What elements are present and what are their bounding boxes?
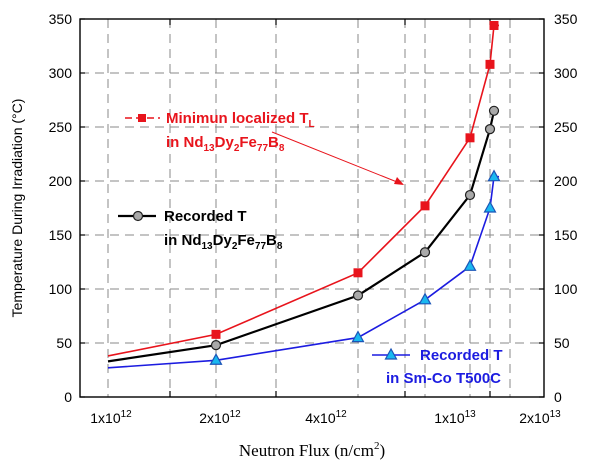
series-black-marker bbox=[488, 105, 500, 116]
legend-marker-red bbox=[138, 114, 146, 122]
y2-tick-label: 100 bbox=[554, 281, 578, 297]
x-tick-label: 2x1013 bbox=[519, 409, 561, 426]
series-red-marker bbox=[353, 268, 363, 278]
plot-frame bbox=[79, 18, 545, 398]
y2-tick-label: 250 bbox=[554, 119, 578, 135]
x-axis-label: Neutron Flux (n/cm2) bbox=[239, 440, 385, 460]
axes: 0 0 50 50 100 100 150 150 200 200 250 250 300 300 350 3… bbox=[49, 11, 578, 426]
annotation-red-line1: Minimun localized TL​ bbox=[166, 110, 315, 130]
series-black-marker bbox=[210, 340, 222, 351]
series-red-marker bbox=[489, 20, 499, 30]
y-tick-label: 50 bbox=[56, 335, 72, 351]
series-black-marker bbox=[419, 247, 431, 258]
annotation-arrowhead bbox=[394, 177, 404, 185]
x-tick-label: 1x1013 bbox=[434, 409, 476, 426]
x-tick-label: 4x1012 bbox=[305, 409, 347, 426]
y-tick-label: 0 bbox=[64, 389, 72, 405]
series-black-marker bbox=[464, 189, 476, 201]
series-line-1 bbox=[107, 24, 499, 357]
y2-tick-label: 300 bbox=[554, 65, 578, 81]
y-tick-label: 100 bbox=[49, 281, 73, 297]
annotation-black-line2: in Nd13​Dy2​Fe77​B8​ bbox=[164, 232, 283, 252]
series-red-marker bbox=[211, 329, 221, 339]
series-blue-marker bbox=[351, 330, 365, 343]
y-tick-label: 300 bbox=[49, 65, 73, 81]
series-red-marker bbox=[465, 133, 475, 143]
y2-tick-label: 200 bbox=[554, 173, 578, 189]
annotations: Minimun localized TL​ in Nd13​Dy2​Fe77​B8… bbox=[118, 110, 503, 387]
series-black-marker bbox=[352, 290, 364, 301]
series-black-marker bbox=[484, 124, 496, 135]
series-blue-marker bbox=[483, 200, 497, 213]
y2-tick-label: 150 bbox=[554, 227, 578, 243]
y2-tick-label: 50 bbox=[554, 335, 570, 351]
series-blue-marker bbox=[209, 353, 223, 365]
annotation-arrow bbox=[271, 131, 403, 185]
annotation-blue-line2: in Sm-Co T500C bbox=[386, 370, 501, 387]
series-red-marker bbox=[485, 59, 495, 69]
series-red-marker bbox=[420, 201, 430, 211]
y-axis-label: Temperature During Irradiation (°C) bbox=[9, 99, 25, 318]
y2-tick-label: 0 bbox=[554, 389, 562, 405]
series-line-3 bbox=[107, 175, 499, 369]
series-blue-marker bbox=[418, 292, 432, 305]
y2-tick-label: 350 bbox=[554, 11, 578, 27]
x-tick-label: 2x1012 bbox=[199, 409, 241, 426]
annotation-red-line2: in Nd13​Dy2​Fe77​B8​ bbox=[166, 134, 285, 154]
y-tick-label: 250 bbox=[49, 119, 73, 135]
series-group bbox=[107, 20, 501, 369]
x-tick-label: 1x1012 bbox=[90, 409, 132, 426]
y-tick-label: 150 bbox=[49, 227, 73, 243]
series-blue-marker bbox=[487, 169, 501, 182]
legend-marker-blue bbox=[384, 347, 398, 360]
y-tick-label: 350 bbox=[49, 11, 73, 27]
annotation-black-line1: Recorded T bbox=[164, 208, 247, 225]
series-blue-marker bbox=[463, 259, 477, 271]
legend-marker-black bbox=[132, 210, 144, 222]
grid bbox=[80, 19, 544, 397]
y-tick-label: 200 bbox=[49, 173, 73, 189]
annotation-blue-line1: Recorded T bbox=[420, 347, 503, 364]
